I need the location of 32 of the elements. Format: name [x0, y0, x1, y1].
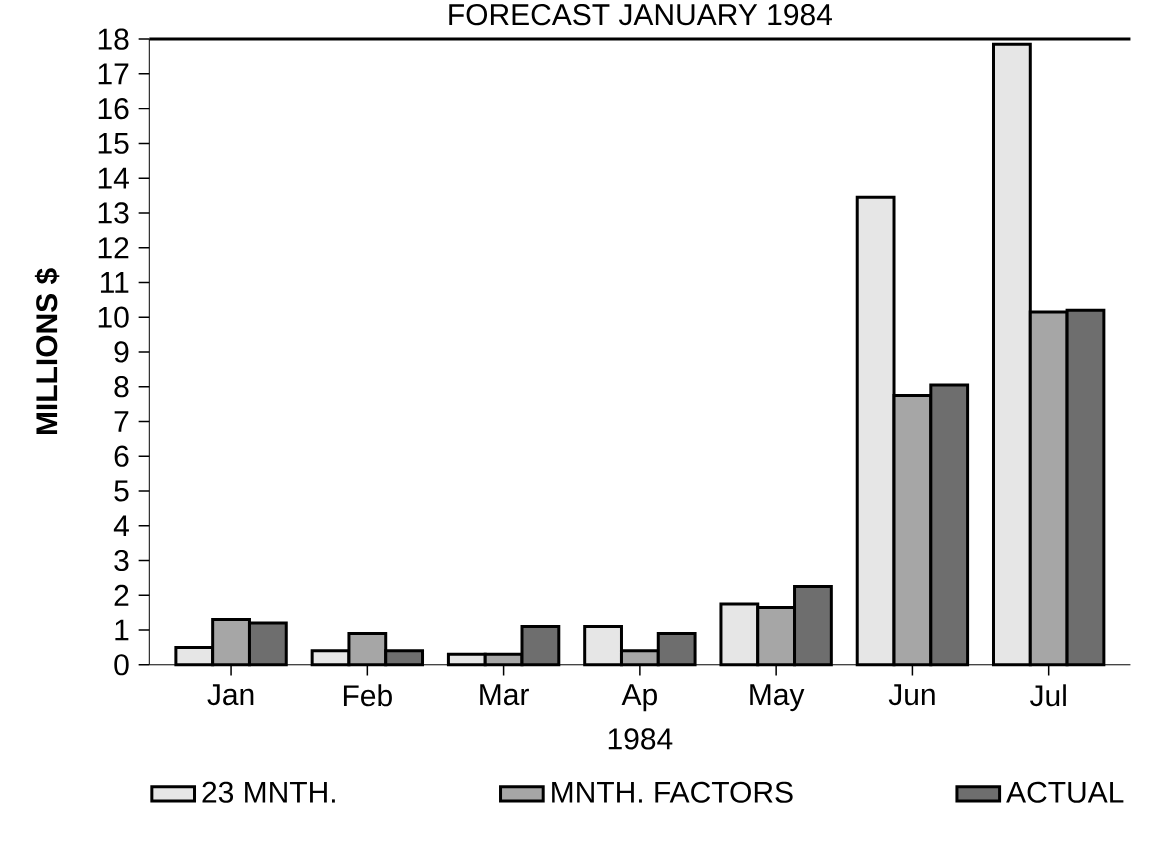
x-tick-label: Jul: [1029, 684, 1066, 707]
y-tick-label: 7: [114, 411, 129, 433]
legend-label: MNTH. FACTORS: [552, 781, 793, 804]
y-tick-label: 18: [98, 28, 129, 50]
x-tick-label: Jun: [888, 684, 935, 706]
y-tick-label: 0: [114, 654, 129, 676]
y-tick-label: 1: [115, 619, 129, 641]
x-tick-label: Ap: [621, 684, 657, 712]
y-tick-label: 12: [98, 237, 129, 259]
y-tick-label: 16: [98, 98, 129, 120]
x-tick-label: Mar: [480, 684, 529, 706]
y-tick-label: 10: [98, 306, 129, 329]
x-tick-label: Jan: [207, 684, 254, 706]
y-tick-label: 5: [114, 480, 129, 502]
y-tick-label: 2: [114, 585, 129, 606]
y-tick-label: 4: [113, 515, 129, 537]
y-tick-label: 9: [114, 341, 129, 363]
x-axis-title: 1984: [608, 728, 673, 750]
chart-title: FORECAST JANUARY 1984: [449, 4, 832, 26]
y-tick-label: 6: [114, 445, 129, 468]
y-tick-label: 11: [100, 272, 129, 293]
x-tick-label: May: [750, 684, 805, 712]
y-axis-title: MILLIONS $: [34, 268, 60, 435]
y-tick-label: 8: [114, 376, 129, 398]
y-tick-label: 13: [98, 202, 129, 224]
legend-label: ACTUAL: [1006, 781, 1124, 804]
y-tick-label: 14: [98, 168, 129, 189]
y-tick-label: 3: [114, 550, 129, 572]
x-tick-label: Feb: [343, 684, 392, 707]
y-tick-label: 15: [98, 133, 129, 155]
y-tick-label: 17: [98, 63, 129, 85]
legend-label: 23 MNTH.: [202, 781, 335, 804]
